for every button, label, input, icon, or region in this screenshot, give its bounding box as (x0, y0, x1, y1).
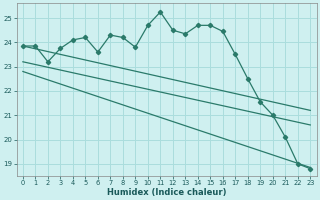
X-axis label: Humidex (Indice chaleur): Humidex (Indice chaleur) (107, 188, 226, 197)
